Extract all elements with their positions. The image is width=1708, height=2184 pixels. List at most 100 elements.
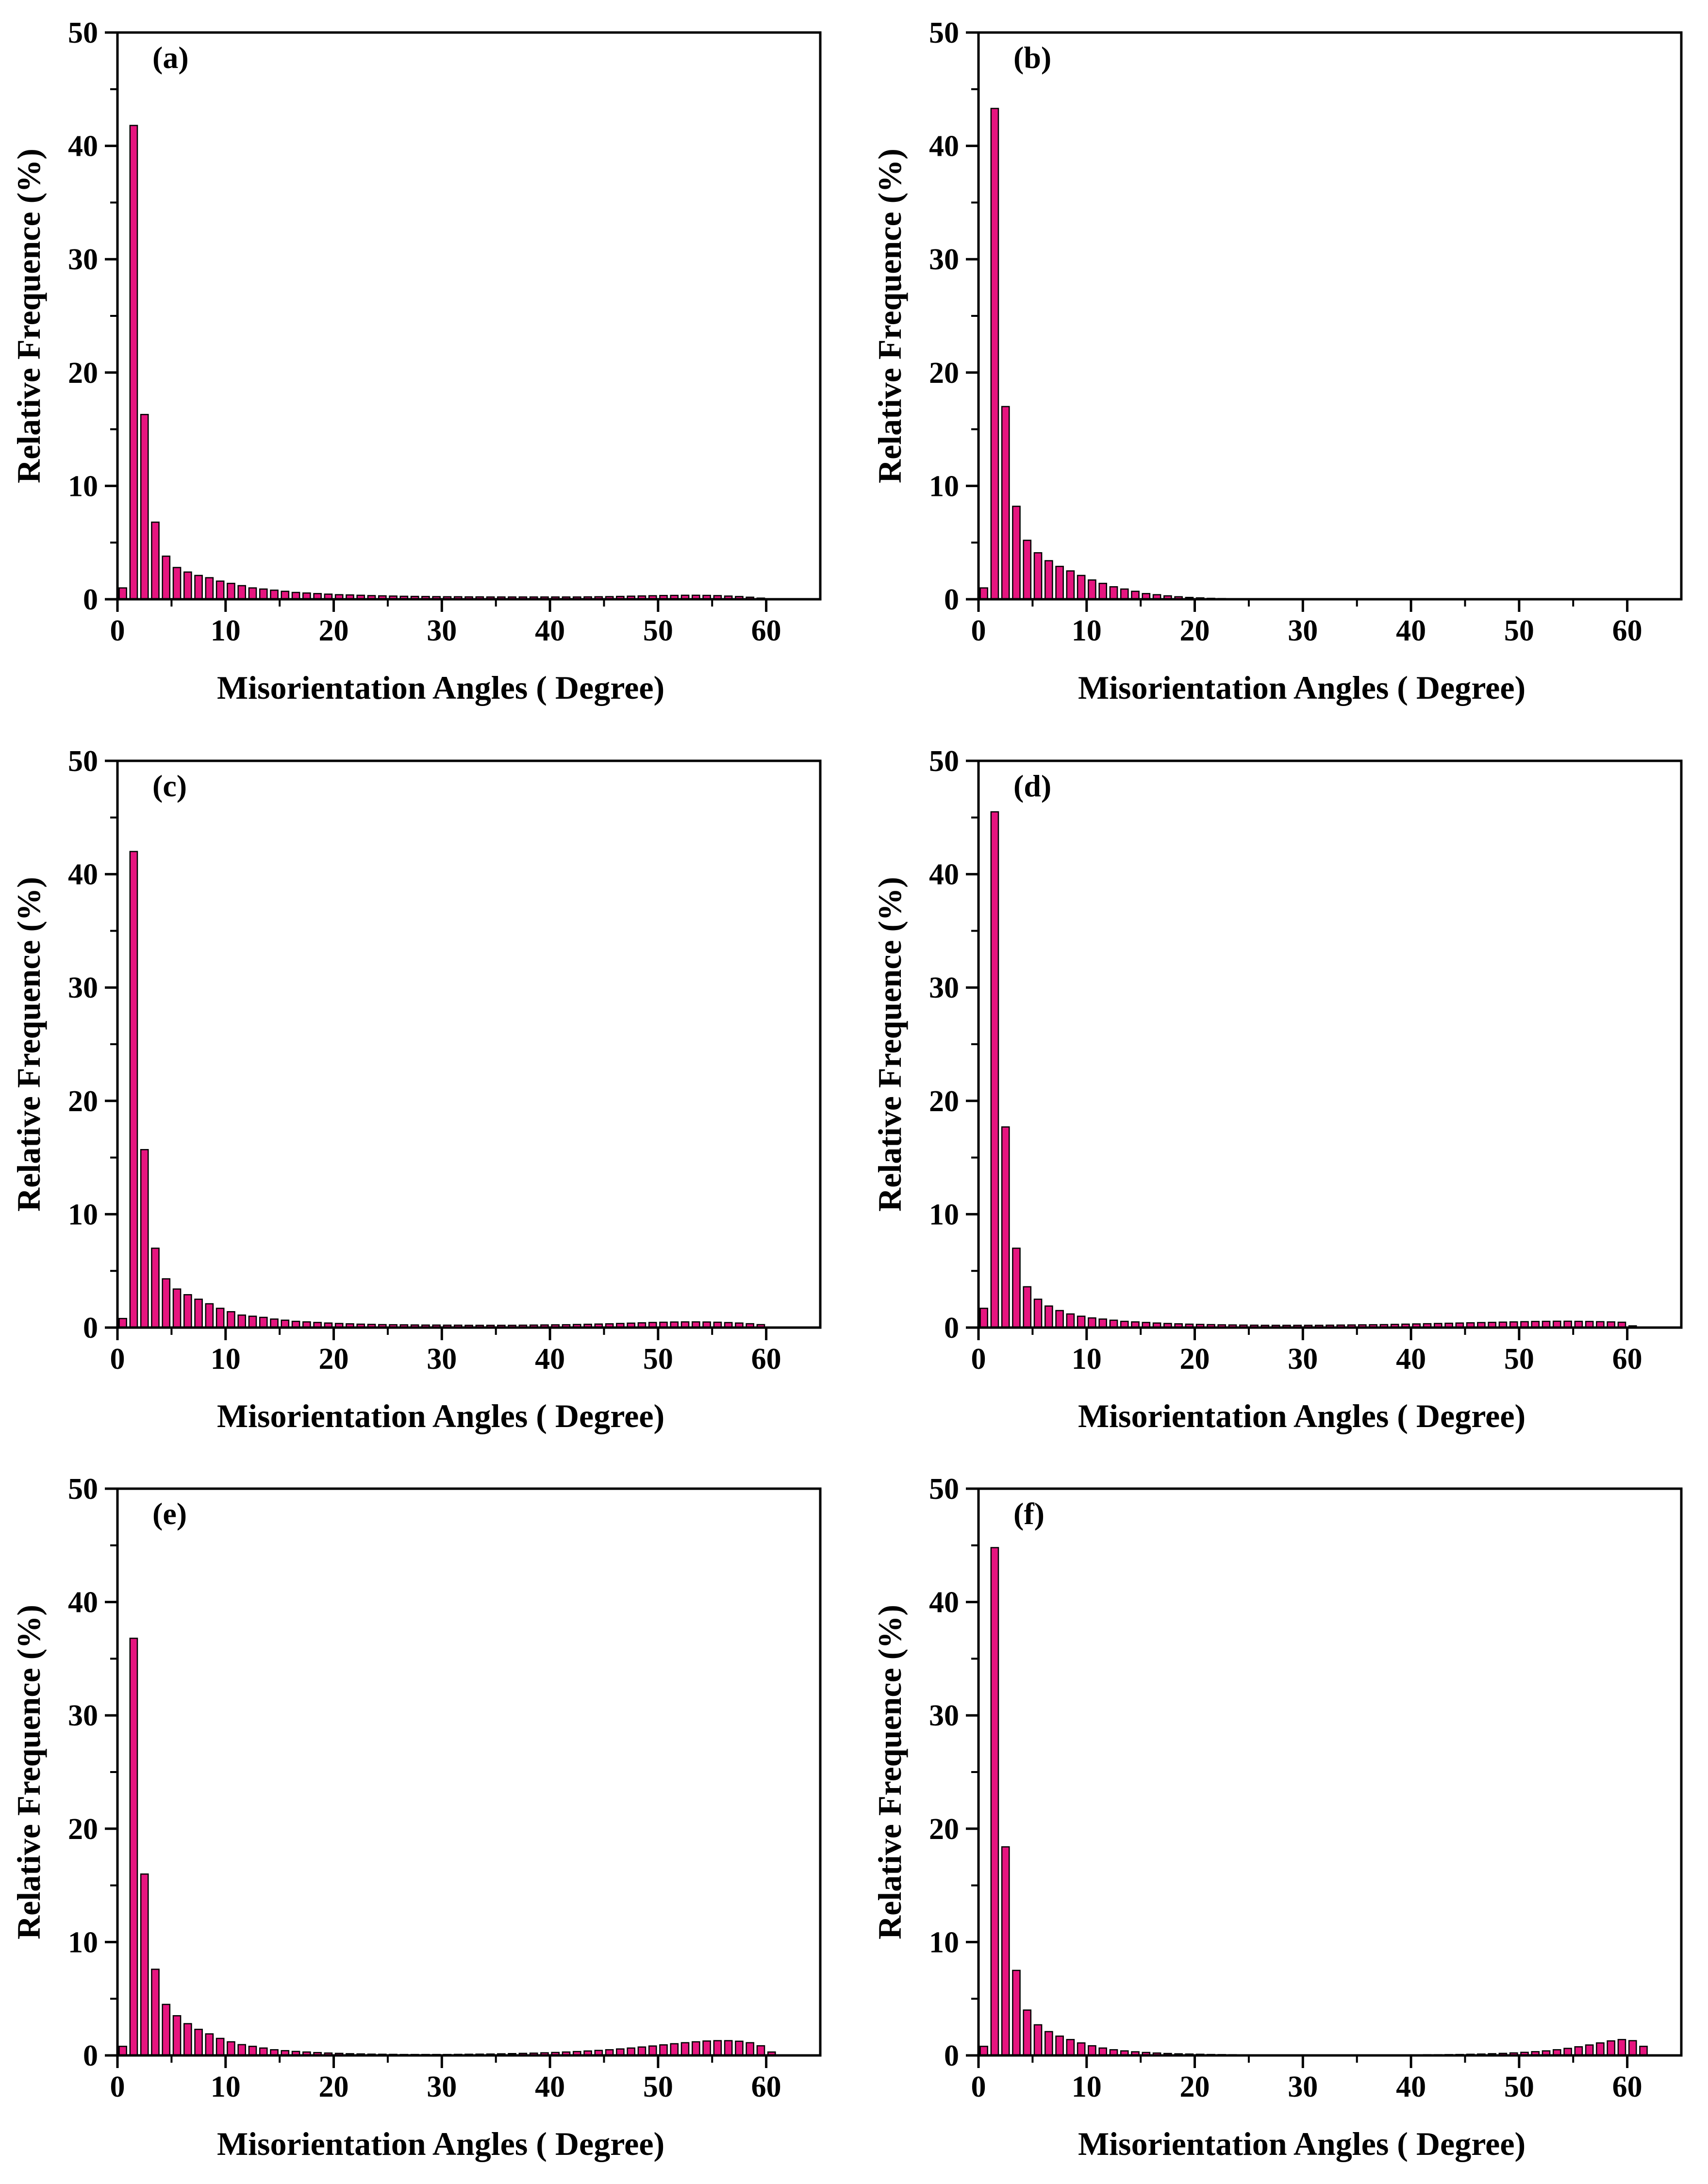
y-tick-label: 30 <box>929 1699 959 1732</box>
x-axis-title: Misorientation Angles ( Degree) <box>1078 1397 1526 1434</box>
bar <box>1001 406 1010 600</box>
y-tick-label: 20 <box>929 1085 959 1118</box>
x-tick-label: 60 <box>751 1343 781 1376</box>
bar <box>1012 1248 1021 1329</box>
plot-frame <box>116 759 822 1329</box>
y-axis: 0 10 20 30 40 50 <box>68 16 117 616</box>
y-tick-label: 10 <box>929 1198 959 1231</box>
bar <box>1098 1318 1108 1329</box>
bar <box>1033 2024 1043 2056</box>
x-tick-label: 0 <box>110 614 125 647</box>
y-tick-label: 40 <box>68 1586 98 1619</box>
y-axis: 0 10 20 30 40 50 <box>929 745 978 1345</box>
x-tick-label: 50 <box>1504 1343 1534 1376</box>
x-tick-label: 0 <box>971 2070 986 2103</box>
bar <box>713 2040 722 2056</box>
bar <box>1023 1286 1032 1329</box>
bar <box>151 1248 160 1329</box>
bar <box>172 2015 182 2056</box>
bar <box>129 851 138 1329</box>
bar <box>129 125 138 600</box>
chart-panel-f: 0 10 20 30 40 50 60 0 10 20 30 40 50 Misorientation A… <box>871 1473 1683 2162</box>
bar <box>1066 1313 1075 1329</box>
bar <box>1023 2009 1032 2056</box>
chart-panel-e: 0 10 20 30 40 50 60 0 10 20 30 40 50 Misorientation A… <box>10 1473 822 2162</box>
x-tick-label: 20 <box>319 2070 349 2103</box>
bar <box>1628 2040 1637 2056</box>
x-tick-label: 30 <box>1288 614 1318 647</box>
bar <box>129 1638 138 2056</box>
y-tick-label: 40 <box>929 1586 959 1619</box>
x-tick-label: 30 <box>427 2070 457 2103</box>
bar <box>724 2040 733 2056</box>
bar <box>194 575 203 600</box>
bar <box>183 2023 192 2056</box>
x-tick-label: 60 <box>751 614 781 647</box>
bar <box>259 1316 268 1329</box>
x-tick-label: 60 <box>1612 614 1642 647</box>
bar <box>237 585 247 600</box>
x-tick-label: 10 <box>1072 1343 1102 1376</box>
bar <box>990 1547 999 2056</box>
bar <box>1088 579 1096 600</box>
bar <box>151 521 160 600</box>
x-tick-label: 10 <box>211 1343 241 1376</box>
plot-frame <box>977 759 1683 1329</box>
bar <box>1066 570 1075 600</box>
bar <box>248 1315 257 1329</box>
x-tick-label: 40 <box>535 614 565 647</box>
plot-frame <box>977 1487 1683 2057</box>
bar <box>118 2046 127 2056</box>
y-tick-label: 50 <box>929 1473 959 1506</box>
y-tick-label: 10 <box>929 1926 959 1959</box>
bar <box>194 1298 203 1329</box>
x-tick-label: 20 <box>1180 614 1210 647</box>
bar <box>1012 1970 1021 2056</box>
panel-label: (c) <box>152 769 187 803</box>
x-tick-label: 20 <box>319 1343 349 1376</box>
bar <box>1585 2044 1594 2056</box>
x-tick-label: 50 <box>643 2070 673 2103</box>
x-tick-label: 40 <box>1396 2070 1426 2103</box>
x-tick-label: 10 <box>211 2070 241 2103</box>
bar <box>118 1318 127 1329</box>
y-tick-label: 30 <box>929 971 959 1004</box>
bar-series <box>979 1547 1648 2056</box>
panel-label: (b) <box>1013 40 1051 75</box>
y-tick-label: 40 <box>68 130 98 163</box>
y-axis-title: Relative Frequence (%) <box>871 877 908 1212</box>
bar <box>205 2033 214 2056</box>
x-axis: 0 10 20 30 40 50 60 <box>110 2055 781 2103</box>
y-axis-title: Relative Frequence (%) <box>10 148 47 483</box>
y-tick-label: 10 <box>68 470 98 503</box>
x-tick-label: 60 <box>1612 2070 1642 2103</box>
x-tick-label: 30 <box>427 1343 457 1376</box>
x-tick-label: 40 <box>535 1343 565 1376</box>
bar <box>194 2029 203 2056</box>
y-tick-label: 40 <box>929 858 959 891</box>
bar <box>1044 1305 1053 1329</box>
bar <box>1001 1846 1010 2056</box>
x-axis: 0 10 20 30 40 50 60 <box>110 1328 781 1376</box>
x-tick-label: 40 <box>1396 1343 1426 1376</box>
bar <box>1109 586 1118 600</box>
bar <box>183 1294 192 1329</box>
chart-panel-c: 0 10 20 30 40 50 60 0 10 20 30 40 50 Misorientation A… <box>10 745 822 1434</box>
y-tick-label: 0 <box>944 2039 959 2072</box>
x-axis-title: Misorientation Angles ( Degree) <box>1078 2125 1526 2162</box>
x-tick-label: 20 <box>1180 1343 1210 1376</box>
y-tick-label: 50 <box>68 1473 98 1506</box>
bar <box>162 555 171 600</box>
y-tick-label: 0 <box>944 1312 959 1345</box>
x-tick-label: 50 <box>1504 2070 1534 2103</box>
panel-label: (d) <box>1013 769 1051 803</box>
x-axis: 0 10 20 30 40 50 60 <box>971 1328 1642 1376</box>
x-tick-label: 10 <box>211 614 241 647</box>
bar <box>205 577 214 600</box>
bar <box>979 1308 988 1329</box>
bar <box>1639 2046 1648 2056</box>
bar <box>162 2003 171 2056</box>
bar <box>1617 2039 1626 2056</box>
chart-panel-d: 0 10 20 30 40 50 60 0 10 20 30 40 50 Misorientation A… <box>871 745 1683 1434</box>
